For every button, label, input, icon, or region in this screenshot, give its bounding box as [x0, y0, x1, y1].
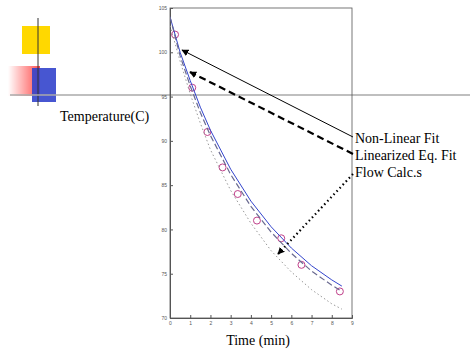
tick: 70: [161, 315, 173, 321]
tick-label: 3: [230, 320, 233, 326]
tick-mark: [170, 318, 173, 319]
y-axis: 70 75 80 85 90 95 100 105: [159, 5, 173, 321]
tick-mark: [352, 315, 353, 318]
plot-area: [170, 17, 343, 309]
tick-mark: [170, 8, 173, 9]
tick: 85: [161, 182, 173, 188]
annotation-arrow: [190, 72, 353, 154]
tick-mark: [231, 315, 232, 318]
slide-decoration: [8, 18, 470, 106]
fit-line: [170, 26, 342, 309]
tick-mark: [170, 229, 173, 230]
tick-label: 75: [161, 271, 167, 277]
tick: 4: [250, 315, 253, 326]
tick: 9: [351, 315, 354, 326]
horizontal-rule: [10, 94, 470, 96]
tick-mark: [210, 315, 211, 318]
tick-label: 70: [161, 315, 167, 321]
tick-mark: [170, 141, 173, 142]
annotation-arrow: [182, 50, 353, 137]
blue-square: [32, 68, 56, 102]
axis-line: [171, 315, 353, 319]
circle-marker: [278, 235, 285, 242]
fit-line: [170, 17, 342, 292]
tick: 6: [290, 315, 293, 326]
annotation: Non-Linear Fit: [355, 131, 439, 146]
tick-mark: [170, 185, 173, 186]
tick-label: 100: [159, 49, 168, 55]
tick-label: 0: [169, 320, 172, 326]
circle-marker: [234, 191, 241, 198]
tick-mark: [312, 315, 313, 318]
tick: 80: [161, 227, 173, 233]
annotation-arrow: [278, 174, 353, 254]
tick-label: 5: [270, 320, 273, 326]
annotation: Flow Calc.s: [355, 165, 422, 180]
tick-label: 90: [161, 138, 167, 144]
tick-mark: [332, 315, 333, 318]
tick-mark: [170, 97, 173, 98]
tick-label: 1: [189, 320, 192, 326]
tick-label: 105: [159, 5, 168, 11]
tick-mark: [170, 274, 173, 275]
tick-mark: [291, 315, 292, 318]
tick: 100: [159, 49, 173, 55]
tick: 95: [161, 94, 173, 100]
slide: 0 1 2 3 4 5 6 7 8 9 70 75 80 85 90 95 100 105 Temperature(…: [0, 0, 474, 355]
tick: 75: [161, 271, 173, 277]
tick: 1: [189, 315, 192, 326]
tick-label: 8: [331, 320, 334, 326]
tick-label: 85: [161, 182, 167, 188]
tick-mark: [190, 315, 191, 318]
tick-label: 4: [250, 320, 253, 326]
y-axis-title: Temperature(C): [60, 109, 150, 125]
tick: 5: [270, 315, 273, 326]
tick: 105: [159, 5, 173, 11]
tick-mark: [170, 52, 173, 53]
tick-label: 7: [311, 320, 314, 326]
axis-line: [171, 9, 174, 319]
plot-frame: [170, 8, 352, 318]
tick-label: 6: [290, 320, 293, 326]
x-axis-title: Time (min): [226, 333, 290, 349]
tick-label: 80: [161, 227, 167, 233]
tick: 7: [311, 315, 314, 326]
tick-label: 9: [351, 320, 354, 326]
vertical-rule: [38, 18, 39, 106]
tick-mark: [271, 315, 272, 318]
tick: 2: [210, 315, 213, 326]
tick-mark: [251, 315, 252, 318]
tick-label: 95: [161, 94, 167, 100]
tick: 3: [230, 315, 233, 326]
x-axis: 0 1 2 3 4 5 6 7 8 9: [169, 315, 354, 326]
tick-label: 2: [210, 320, 213, 326]
tick: 90: [161, 138, 173, 144]
tick: 8: [331, 315, 334, 326]
annotation: Linearized Eq. Fit: [355, 148, 457, 163]
yellow-square: [22, 26, 50, 54]
